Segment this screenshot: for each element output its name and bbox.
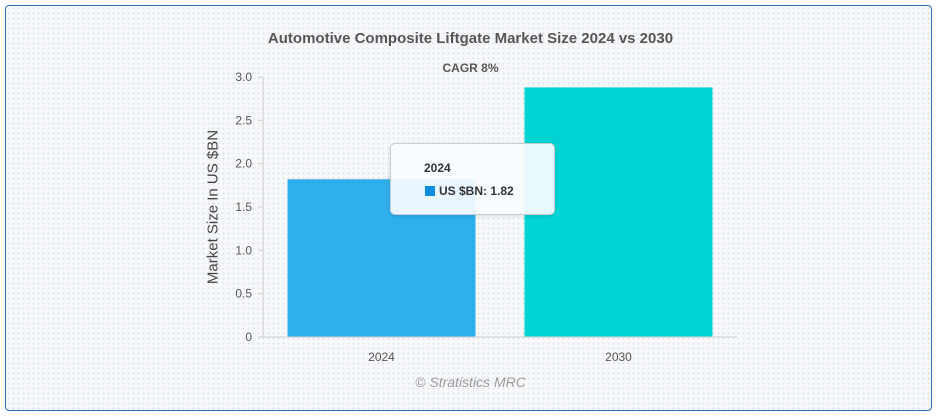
tooltip-title: 2024 — [424, 161, 451, 175]
tooltip: 2024 US $BN: 1.82 — [390, 143, 555, 215]
x-tick-label: 2030 — [605, 350, 632, 364]
y-tick-label: 0 — [245, 330, 252, 344]
y-tick-label: 2.5 — [235, 113, 252, 127]
y-tick-label: 0.5 — [235, 287, 252, 301]
tooltip-row: US $BN: 1.82 — [425, 184, 514, 198]
tooltip-value: US $BN: 1.82 — [439, 184, 514, 198]
bar-2030 — [524, 87, 713, 338]
y-tick-label: 3.0 — [235, 70, 252, 84]
chart-title: Automotive Composite Liftgate Market Siz… — [267, 30, 674, 47]
tooltip-swatch-icon — [425, 186, 435, 196]
x-tick-label: 2024 — [368, 350, 395, 364]
credit-text: © Stratistics MRC — [415, 374, 526, 390]
y-tick-label: 2.0 — [235, 157, 252, 171]
y-tick-label: 1.0 — [235, 243, 252, 257]
y-axis-label: Market Size In US $BN — [204, 129, 222, 285]
y-tick-label: 1.5 — [235, 200, 252, 214]
chart-subtitle: CAGR 8% — [442, 61, 499, 75]
